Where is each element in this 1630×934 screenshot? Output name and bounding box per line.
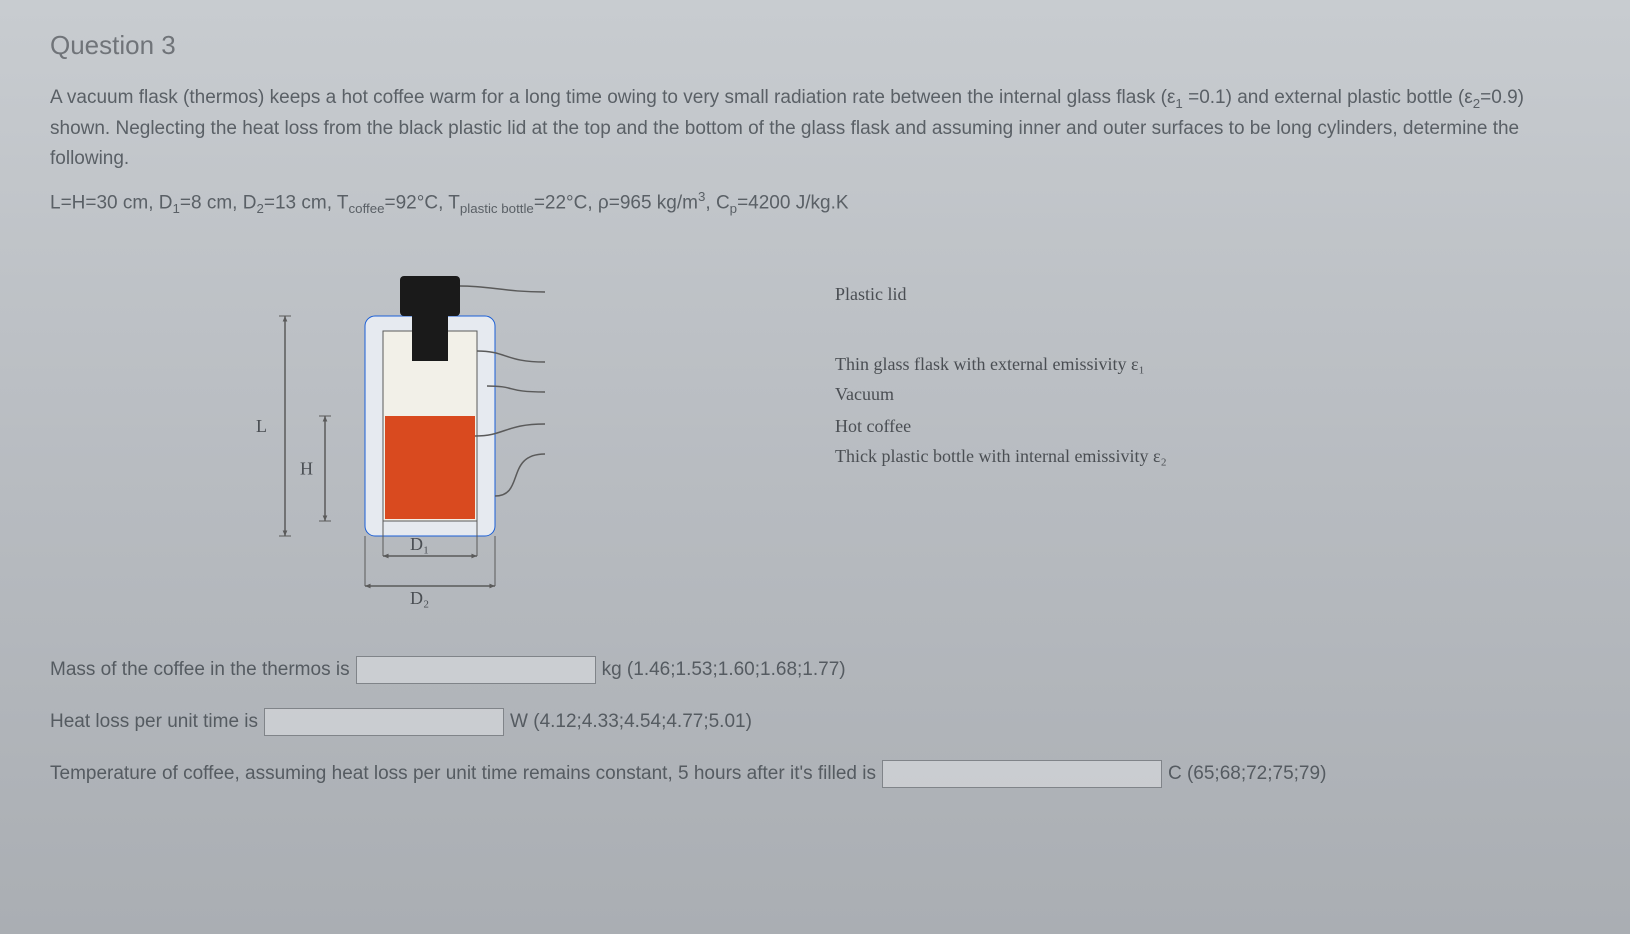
answer-heat-prompt: Heat loss per unit time is [50, 711, 258, 733]
label-vacuum: Vacuum [835, 384, 894, 405]
answer-temp-input[interactable] [882, 760, 1162, 788]
label-glass-flask: Thin glass flask with external emissivit… [835, 354, 1145, 375]
answer-mass-input[interactable] [356, 656, 596, 684]
answer-mass-hint: kg (1.46;1.53;1.60;1.68;1.77) [602, 659, 846, 681]
thermos-svg: L H D₁ D₂ [215, 256, 915, 616]
answer-heat-hint: W (4.12;4.33;4.54;4.77;5.01) [510, 711, 752, 733]
answer-temp-prompt: Temperature of coffee, assuming heat los… [50, 763, 876, 785]
label-plastic-bottle: Thick plastic bottle with internal emiss… [835, 446, 1167, 467]
answer-temp-hint: C (65;68;72;75;79) [1168, 763, 1326, 785]
svg-text:L: L [256, 416, 267, 436]
label-hot-coffee: Hot coffee [835, 416, 911, 437]
svg-text:D₁: D₁ [410, 534, 429, 554]
question-parameters: L=H=30 cm, D1=8 cm, D2=13 cm, Tcoffee=92… [50, 189, 1580, 216]
svg-text:H: H [300, 459, 313, 479]
svg-text:D₂: D₂ [410, 588, 429, 608]
label-plastic-lid: Plastic lid [835, 284, 907, 305]
answer-mass-row: Mass of the coffee in the thermos is kg … [50, 656, 1580, 684]
answers-section: Mass of the coffee in the thermos is kg … [50, 656, 1580, 788]
question-title: Question 3 [50, 30, 1580, 61]
answer-mass-prompt: Mass of the coffee in the thermos is [50, 659, 350, 681]
answer-heat-input[interactable] [264, 708, 504, 736]
question-body: A vacuum flask (thermos) keeps a hot cof… [50, 83, 1580, 173]
thermos-diagram: L H D₁ D₂ Plastic lid Thin glass flask with… [215, 256, 1415, 616]
answer-temp-row: Temperature of coffee, assuming heat los… [50, 760, 1580, 788]
answer-heat-row: Heat loss per unit time is W (4.12;4.33;… [50, 708, 1580, 736]
